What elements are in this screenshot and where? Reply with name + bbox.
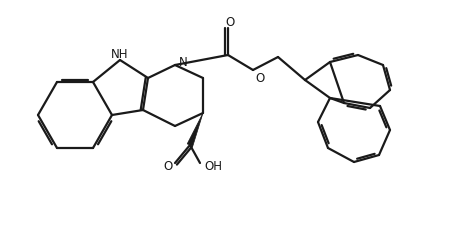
Text: O: O (163, 161, 172, 173)
Text: NH: NH (111, 49, 128, 61)
Polygon shape (187, 113, 202, 146)
Text: O: O (225, 15, 234, 28)
Text: OH: OH (203, 161, 222, 173)
Text: O: O (255, 72, 264, 85)
Text: N: N (178, 57, 187, 70)
